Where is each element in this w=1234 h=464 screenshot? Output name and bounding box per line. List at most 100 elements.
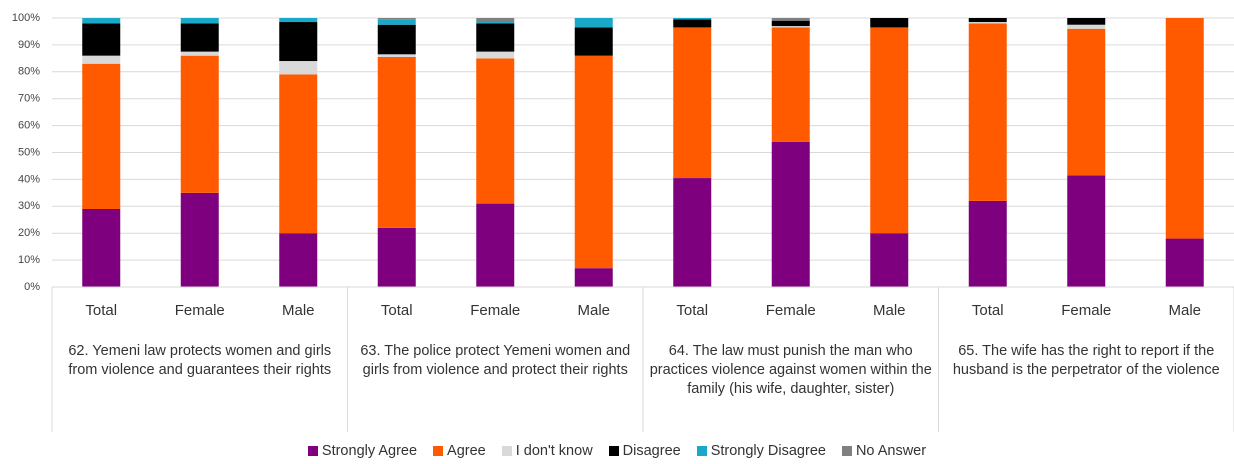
legend-swatch	[307, 446, 318, 456]
legend: Strongly Agree Agree I don't know Disagree S…	[0, 443, 1234, 459]
bar-segment	[673, 19, 712, 28]
y-tick-label: 50%	[18, 146, 40, 158]
legend-swatch	[696, 446, 707, 456]
bar-segment	[476, 51, 515, 59]
legend-label: I don't know	[515, 443, 593, 459]
bar-segment	[82, 23, 121, 56]
bar-segment	[771, 20, 810, 27]
bar-segment	[870, 233, 909, 287]
bar-segment	[673, 18, 712, 20]
legend-label: Strongly Disagree	[710, 443, 826, 459]
bar-segment	[82, 208, 121, 287]
bar-segment	[968, 200, 1007, 287]
x-tick-label: Female	[470, 302, 520, 319]
legend-label: Agree	[447, 443, 486, 459]
group-label: 62. Yemeni law protects women and girls …	[68, 343, 332, 378]
x-tick-label: Total	[381, 302, 413, 319]
bar-segment	[377, 57, 416, 228]
bar-segment	[673, 178, 712, 287]
bar-segment	[574, 18, 613, 28]
bar-segment	[279, 233, 318, 287]
bar-segment	[82, 55, 121, 64]
bar-segment	[377, 54, 416, 58]
y-tick-label: 30%	[18, 200, 40, 212]
x-tick-label: Male	[873, 302, 906, 319]
x-tick-label: Total	[676, 302, 708, 319]
x-tick-label: Male	[282, 302, 315, 319]
bar-segment	[870, 18, 909, 28]
bar-segment	[180, 18, 219, 24]
y-tick-label: 80%	[18, 66, 40, 78]
legend-swatch	[501, 446, 512, 456]
bar-segment	[574, 27, 613, 56]
legend-label: No Answer	[855, 443, 927, 459]
bar-segment	[771, 26, 810, 28]
bar-segment	[1165, 238, 1204, 287]
y-tick-label: 60%	[18, 120, 40, 132]
x-tick-label: Total	[972, 302, 1004, 319]
bar-segment	[476, 203, 515, 287]
legend-item: Agree	[433, 443, 486, 459]
bar-segment	[1067, 18, 1106, 25]
bar-segment	[476, 22, 515, 24]
bar-segment	[771, 141, 810, 287]
bar-segment	[476, 18, 515, 23]
bar-segment	[1067, 24, 1106, 29]
bar-segment	[377, 18, 416, 20]
x-tick-label: Female	[175, 302, 225, 319]
legend-item: Disagree	[608, 443, 681, 459]
legend-swatch	[433, 446, 444, 456]
group-label: 65. The wife has the right to report if …	[952, 343, 1220, 378]
bar-segment	[82, 63, 121, 209]
bar-segment	[968, 22, 1007, 24]
group-label: 64. The law must punish the man who prac…	[649, 343, 932, 397]
legend-item: Strongly Agree	[307, 443, 418, 459]
bar-segment	[574, 55, 613, 269]
legend-item: I don't know	[501, 443, 593, 459]
bar-segment	[377, 24, 416, 55]
bar-segment	[771, 18, 810, 21]
bar-segment	[180, 192, 219, 287]
y-tick-label: 70%	[18, 93, 40, 105]
x-tick-label: Male	[1168, 302, 1201, 319]
legend-swatch	[841, 446, 852, 456]
y-tick-label: 40%	[18, 173, 40, 185]
bar-segment	[377, 227, 416, 287]
bar-segment	[279, 74, 318, 234]
bar-segment	[673, 27, 712, 179]
legend-label: Disagree	[622, 443, 681, 459]
bar-segment	[180, 23, 219, 52]
bar-segment	[1067, 175, 1106, 287]
bar-segment	[476, 58, 515, 204]
y-tick-label: 10%	[18, 254, 40, 266]
bar-segment	[180, 51, 219, 56]
bar-segment	[82, 18, 121, 24]
bar-segment	[574, 268, 613, 287]
bar-segment	[279, 18, 318, 23]
legend-label: Strongly Agree	[321, 443, 418, 459]
group-label: 63. The police protect Yemeni women and …	[360, 343, 631, 378]
legend-item: Strongly Disagree	[696, 443, 826, 459]
bar-segment	[180, 55, 219, 193]
x-tick-label: Male	[577, 302, 610, 319]
y-tick-label: 90%	[18, 39, 40, 51]
bar-segment	[1067, 28, 1106, 176]
bar-segment	[870, 27, 909, 234]
legend-item: No Answer	[841, 443, 927, 459]
y-tick-label: 0%	[24, 281, 40, 293]
x-tick-label: Total	[85, 302, 117, 319]
y-tick-label: 100%	[12, 12, 40, 24]
legend-swatch	[608, 446, 619, 456]
bar-segment	[377, 19, 416, 25]
bar-segment	[968, 18, 1007, 23]
y-tick-label: 20%	[18, 227, 40, 239]
bar-segment	[1165, 18, 1204, 239]
x-tick-label: Female	[766, 302, 816, 319]
bar-segment	[279, 61, 318, 75]
x-tick-label: Female	[1061, 302, 1111, 319]
bar-segment	[771, 27, 810, 142]
bar-segment	[279, 22, 318, 62]
bar-segment	[968, 23, 1007, 201]
bar-segment	[476, 23, 515, 52]
